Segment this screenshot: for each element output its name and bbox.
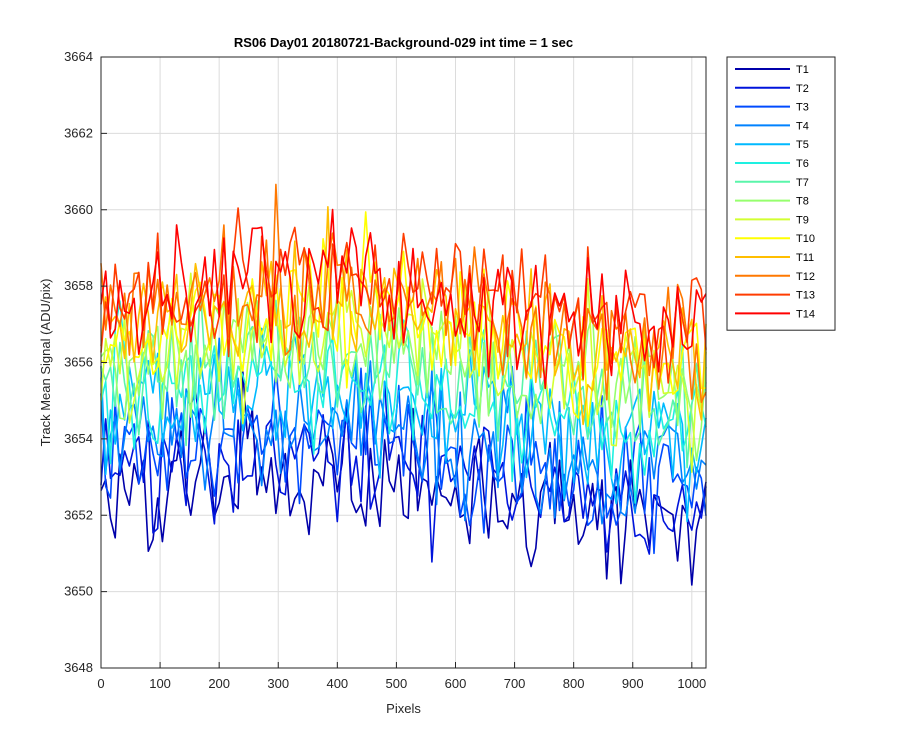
- legend-label-t7: T7: [796, 177, 809, 189]
- series-line-t6: [100, 300, 707, 504]
- legend: T1 T2 T3 T4 T5 T6 T7 T8 T9 T10 T11 T12 T13 T14: [726, 56, 836, 331]
- x-tick-label: 500: [386, 676, 408, 691]
- y-tick-label: 3652: [64, 507, 93, 522]
- legend-label-t5: T5: [796, 139, 809, 151]
- y-tick-label: 3650: [64, 584, 93, 599]
- legend-label-t6: T6: [796, 158, 809, 170]
- series-line-t13: [100, 207, 707, 384]
- y-axis-label: Track Mean Signal (ADU/pix): [38, 279, 53, 447]
- x-tick-label: 400: [326, 676, 348, 691]
- series-line-t14: [100, 208, 707, 390]
- x-tick-label: 1000: [677, 676, 706, 691]
- series-line-t11: [100, 206, 707, 426]
- x-tick-label: 900: [622, 676, 644, 691]
- legend-box: [726, 56, 836, 331]
- x-tick-label: 600: [445, 676, 467, 691]
- x-axis-label: Pixels: [386, 701, 421, 716]
- legend-label-t1: T1: [796, 64, 809, 76]
- legend-label-t12: T12: [796, 271, 815, 283]
- chart-title: RS06 Day01 20180721-Background-029 int t…: [234, 35, 573, 50]
- y-tick-label: 3662: [64, 125, 93, 140]
- y-tick-label: 3660: [64, 202, 93, 217]
- y-tick-label: 3658: [64, 278, 93, 293]
- legend-label-t9: T9: [796, 214, 809, 226]
- x-axis-ticks: 0 100 200 300 400 500 600 700 800 900 1000: [97, 662, 706, 691]
- y-tick-label: 3654: [64, 431, 93, 446]
- legend-label-t4: T4: [796, 120, 809, 132]
- x-tick-label: 800: [563, 676, 585, 691]
- x-tick-label: 300: [267, 676, 289, 691]
- x-tick-label: 200: [208, 676, 230, 691]
- y-axis-ticks: 3648 3650 3652 3654 3656 3658 3660 3662 3664: [64, 49, 107, 675]
- y-tick-label: 3664: [64, 49, 93, 64]
- legend-label-t13: T13: [796, 290, 815, 302]
- y-tick-label: 3648: [64, 660, 93, 675]
- x-tick-label: 0: [97, 676, 104, 691]
- series-line-t12: [100, 183, 707, 404]
- x-tick-label: 100: [149, 676, 171, 691]
- legend-label-t2: T2: [796, 83, 809, 95]
- legend-label-t10: T10: [796, 233, 815, 245]
- x-tick-label: 700: [504, 676, 526, 691]
- legend-label-t14: T14: [796, 308, 815, 320]
- series-line-t2: [100, 380, 707, 563]
- legend-label-t11: T11: [796, 252, 814, 264]
- legend-label-t3: T3: [796, 102, 809, 114]
- legend-label-t8: T8: [796, 196, 809, 208]
- series-line-t4: [100, 337, 707, 525]
- series-line-t3: [100, 367, 707, 555]
- y-tick-label: 3656: [64, 355, 93, 370]
- series-layer: [100, 183, 707, 586]
